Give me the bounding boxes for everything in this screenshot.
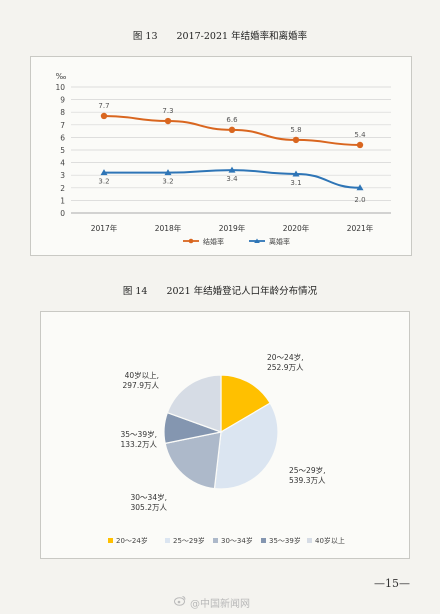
legend-swatch xyxy=(307,538,312,543)
marriage-data-label: 5.8 xyxy=(290,126,301,134)
divorce-point xyxy=(164,169,172,176)
legend-swatch xyxy=(165,538,170,543)
x-tick-label: 2019年 xyxy=(219,223,246,233)
slice-label-name: 30～34岁, xyxy=(131,492,167,502)
y-tick-label: 5 xyxy=(60,146,65,155)
divorce-data-label: 3.2 xyxy=(98,178,109,186)
legend-label: 25～29岁 xyxy=(173,536,205,545)
divorce-point xyxy=(356,184,364,191)
legend-label: 离婚率 xyxy=(269,237,290,246)
slice-label-name: 35～39岁, xyxy=(121,429,157,439)
x-tick-label: 2020年 xyxy=(283,223,310,233)
marriage-point xyxy=(100,112,108,120)
x-tick-label: 2017年 xyxy=(91,223,118,233)
slice-label-value: 252.9万人 xyxy=(267,363,304,372)
x-tick-label: 2018年 xyxy=(155,223,182,233)
y-tick-label: 6 xyxy=(60,133,65,142)
divorce-point xyxy=(228,166,236,173)
slice-label-value: 133.2万人 xyxy=(121,440,158,449)
marriage-data-label: 7.7 xyxy=(98,102,109,110)
slice-label-value: 297.9万人 xyxy=(123,381,160,390)
pie-slice xyxy=(164,431,222,490)
legend-label: 35～39岁 xyxy=(269,536,301,545)
marriage-point xyxy=(164,117,172,125)
y-unit-label: ‰ xyxy=(56,72,67,81)
x-tick-label: 2021年 xyxy=(347,223,374,233)
divorce-data-label: 2.0 xyxy=(354,196,365,204)
marriage-point xyxy=(292,136,300,144)
slice-label-name: 20～24岁, xyxy=(267,352,303,362)
legend-label: 20～24岁 xyxy=(116,536,148,545)
pie-slice xyxy=(220,374,271,434)
weibo-icon xyxy=(174,596,186,606)
y-tick-label: 0 xyxy=(60,209,65,218)
pie-slice xyxy=(166,374,222,433)
y-tick-label: 7 xyxy=(60,121,65,130)
pie-slice xyxy=(213,402,279,490)
divorce-point xyxy=(100,169,108,176)
marriage-point xyxy=(356,141,364,149)
fig13-title: 图 13 2017-2021 年结婚率和离婚率 xyxy=(132,31,308,42)
pie-chart: 20～24岁,252.9万人 25～29岁,539.3万人 30～34岁,305.2… xyxy=(108,352,345,545)
y-tick-label: 10 xyxy=(55,83,65,92)
legend-swatch xyxy=(108,538,113,543)
slice-label-value: 305.2万人 xyxy=(131,503,168,512)
legend-label: 30～34岁 xyxy=(221,536,253,545)
divorce-data-label: 3.2 xyxy=(162,178,173,186)
legend-label: 结婚率 xyxy=(203,237,224,246)
marriage-data-label: 5.4 xyxy=(354,131,366,139)
legend-swatch xyxy=(261,538,266,543)
fig14-title: 图 14 2021 年结婚登记人口年龄分布情况 xyxy=(122,286,318,297)
pie-chart-frame: 20～24岁, 252.9万人 25～29岁, 539.3万人 30～34岁, 305.2… xyxy=(40,311,410,559)
line-chart: ‰ 0 1 2 3 4 5 6 7 8 9 10 2017年 2018年 2019年 2020年 2021年 7.… xyxy=(55,72,391,246)
marriage-data-label: 6.6 xyxy=(226,116,238,124)
slice-label-name: 25～29岁, xyxy=(289,465,325,475)
legend-label: 40岁以上 xyxy=(315,536,345,545)
y-tick-label: 4 xyxy=(60,159,65,168)
y-tick-label: 2 xyxy=(60,184,65,193)
divorce-data-label: 3.4 xyxy=(226,175,238,183)
y-tick-label: 8 xyxy=(60,108,65,117)
legend-marker xyxy=(254,238,260,243)
y-tick-label: 3 xyxy=(60,171,65,180)
line-chart-frame: ‰ 0 1 2 3 4 5 6 7 8 9 10 2017年 2018年 2019年 2020年 2021年 7.… xyxy=(30,56,412,256)
page-number: —15— xyxy=(374,577,410,590)
slice-label-value: 539.3万人 xyxy=(289,476,326,485)
legend-swatch xyxy=(213,538,218,543)
y-tick-label: 9 xyxy=(60,96,65,105)
slice-label-name: 40岁以上, xyxy=(125,370,159,380)
marriage-data-label: 7.3 xyxy=(162,107,173,115)
divorce-point xyxy=(292,170,300,177)
divorce-data-label: 3.1 xyxy=(290,179,301,187)
legend-marker xyxy=(188,238,194,244)
marriage-point xyxy=(228,126,236,134)
y-tick-label: 1 xyxy=(60,196,65,205)
watermark: @中国新闻网 xyxy=(190,599,250,610)
